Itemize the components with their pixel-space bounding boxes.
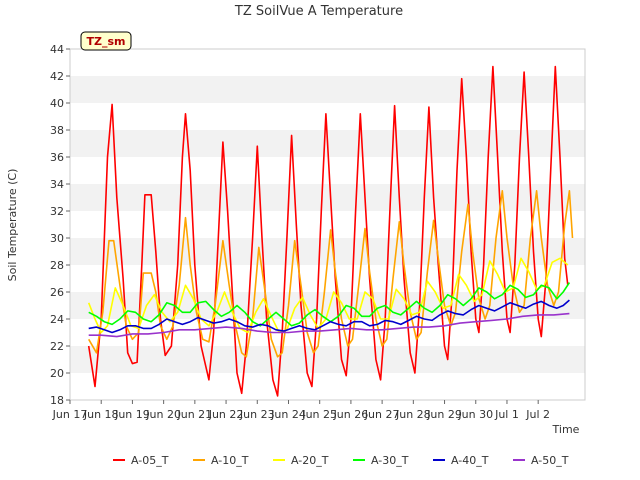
- series-line-a-40-t: [88, 299, 570, 334]
- grid-band: [70, 211, 585, 238]
- y-axis-title: Soil Temperature (C): [6, 169, 19, 282]
- station-badge-label: TZ_sm: [87, 35, 126, 48]
- x-tick-label: Jun 19: [114, 408, 150, 421]
- grid-band: [70, 346, 585, 373]
- grid-band: [70, 103, 585, 130]
- y-tick-label: 44: [50, 43, 64, 56]
- y-tick-label: 38: [50, 124, 64, 137]
- series-line-a-50-t: [88, 312, 570, 338]
- legend: A-05_T A-10_T A-20_T A-30_T A-40_T A-50_T: [113, 454, 569, 467]
- x-tick-label: Jun 29: [426, 408, 462, 421]
- x-tick-label: Jun 22: [208, 408, 244, 421]
- legend-label: A-05_T: [131, 454, 169, 467]
- x-axis-title: Time: [552, 423, 580, 436]
- x-tick-label: Jun 18: [83, 408, 119, 421]
- y-tick-label: 18: [50, 394, 64, 407]
- x-tick-label: Jun 24: [270, 408, 306, 421]
- grid-bands: [70, 49, 585, 400]
- legend-label: A-40_T: [451, 454, 489, 467]
- x-tick-label: Jun 20: [145, 408, 181, 421]
- x-tick-label: Jun 28: [395, 408, 431, 421]
- grid-band: [70, 184, 585, 211]
- grid-band: [70, 157, 585, 184]
- x-tick-label: Jun 26: [333, 408, 369, 421]
- y-tick-label: 22: [50, 340, 64, 353]
- y-tick-label: 42: [50, 70, 64, 83]
- y-tick-label: 32: [50, 205, 64, 218]
- plot-area-frame: [69, 48, 586, 401]
- y-axis: 18 20 22 24 26 28 30 32 34 36 38 40 42 44: [50, 43, 70, 407]
- legend-label: A-50_T: [531, 454, 569, 467]
- y-tick-label: 28: [50, 259, 64, 272]
- x-tick-label: Jun 25: [301, 408, 337, 421]
- x-tick-label: Jun 21: [177, 408, 213, 421]
- y-tick-label: 24: [50, 313, 64, 326]
- x-tick-label: Jul 2: [525, 408, 550, 421]
- grid-band: [70, 76, 585, 103]
- x-tick-label: Jun 27: [364, 408, 400, 421]
- station-badge-box: [80, 31, 132, 51]
- y-tick-label: 34: [50, 178, 64, 191]
- station-badge: TZ_sm: [80, 31, 132, 51]
- x-tick-label: Jun 17: [52, 408, 88, 421]
- y-tick-label: 36: [50, 151, 64, 164]
- x-tick-label: Jul 1: [494, 408, 519, 421]
- y-tick-label: 26: [50, 286, 64, 299]
- x-tick-label: Jun 23: [239, 408, 275, 421]
- y-tick-label: 40: [50, 97, 64, 110]
- legend-label: A-30_T: [371, 454, 409, 467]
- grid-band: [70, 373, 585, 400]
- series-lines: [87, 65, 574, 397]
- chart-title: TZ SoilVue A Temperature: [234, 4, 403, 19]
- grid-band: [70, 49, 585, 76]
- y-tick-label: 30: [50, 232, 64, 245]
- x-tick-label: Jun 30: [457, 408, 493, 421]
- legend-label: A-10_T: [211, 454, 249, 467]
- legend-label: A-20_T: [291, 454, 329, 467]
- y-tick-label: 20: [50, 367, 64, 380]
- series-line-a-10-t: [88, 190, 574, 358]
